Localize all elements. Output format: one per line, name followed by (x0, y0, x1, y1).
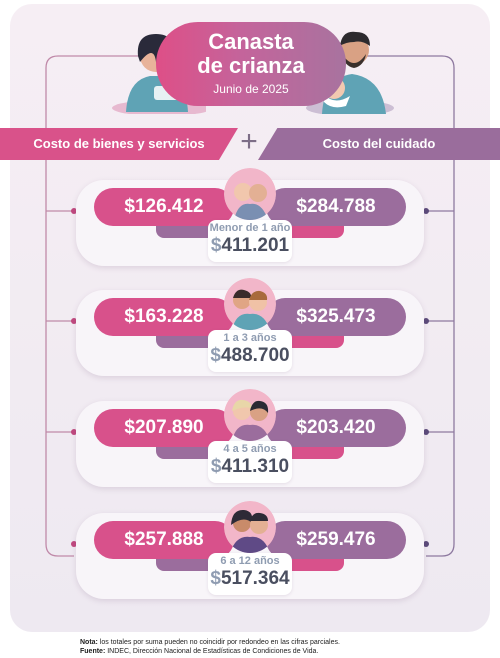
care-cost-value: $259.476 (266, 521, 406, 559)
footer-notes: Nota: los totales por suma pueden no coi… (80, 638, 340, 656)
goods-cost-value: $126.412 (94, 188, 234, 226)
children-avatar-icon (224, 278, 276, 330)
title-line-1: Canasta (208, 29, 294, 54)
goods-cost-value: $163.228 (94, 298, 234, 336)
total-value: $517.364 (210, 568, 290, 589)
total-box: 1 a 3 años $488.700 (208, 330, 292, 372)
children-avatar-icon (224, 168, 276, 220)
care-cost-value: $203.420 (266, 409, 406, 447)
group-card-6-12: $257.888 $259.476 6 a 12 años $517.364 (76, 501, 424, 599)
group-card-1-3: $163.228 $325.473 1 a 3 años $488.700 (76, 278, 424, 376)
title-date: Junio de 2025 (213, 82, 289, 96)
plus-icon: + (240, 125, 258, 158)
total-value: $411.201 (210, 235, 290, 256)
footer-source: Fuente: INDEC, Dirección Nacional de Est… (80, 648, 319, 655)
care-cost-value: $284.788 (266, 188, 406, 226)
total-box: 4 a 5 años $411.310 (208, 441, 292, 483)
total-box: 6 a 12 años $517.364 (208, 553, 292, 595)
group-card-4-5: $207.890 $203.420 4 a 5 años $411.310 (76, 389, 424, 487)
goods-cost-value: $207.890 (94, 409, 234, 447)
age-label: 4 a 5 años (223, 443, 277, 455)
group-card-under-1: $126.412 $284.788 Menor de 1 año $411.20… (76, 168, 424, 266)
children-avatar-icon (224, 389, 276, 441)
footer-note: Nota: los totales por suma pueden no coi… (80, 639, 340, 646)
goods-cost-value: $257.888 (94, 521, 234, 559)
header-care-cost: Costo del cuidado (258, 128, 500, 160)
title-line-2: de crianza (197, 53, 305, 78)
title-banner: Canasta de crianza Junio de 2025 (156, 22, 346, 106)
age-label: 6 a 12 años (220, 555, 280, 567)
total-box: Menor de 1 año $411.201 (208, 220, 292, 262)
children-avatar-icon (224, 501, 276, 553)
header-goods-services: Costo de bienes y servicios (0, 128, 238, 160)
total-value: $411.310 (210, 456, 290, 477)
total-value: $488.700 (210, 345, 290, 366)
age-label: Menor de 1 año (209, 222, 291, 234)
care-cost-value: $325.473 (266, 298, 406, 336)
age-label: 1 a 3 años (223, 332, 277, 344)
